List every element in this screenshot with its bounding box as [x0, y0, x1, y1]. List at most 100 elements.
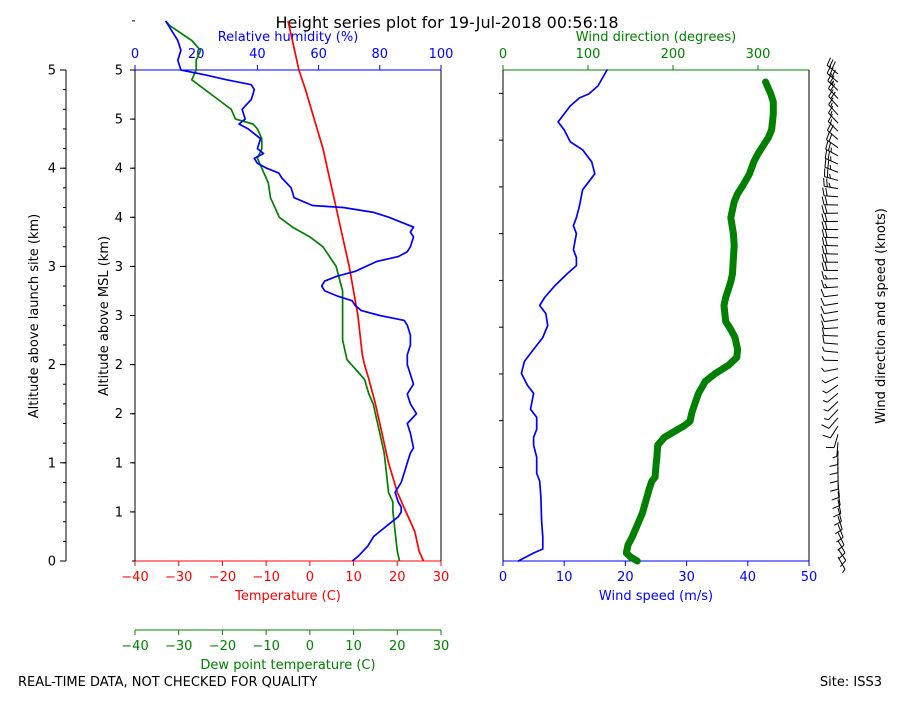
wind-barb-feather: [824, 410, 828, 412]
msl-tick-label: 5: [115, 113, 123, 128]
dewpoint-tick-label: −10: [252, 639, 279, 654]
wind-barb-feather: [822, 356, 824, 360]
quality-notice: REAL-TIME DATA, NOT CHECKED FOR QUALITY: [18, 675, 317, 690]
wind-barb-feather: [822, 347, 824, 351]
dewpoint-tick-label: 10: [345, 639, 362, 654]
wind-barb-staff: [829, 418, 838, 429]
msl-tick-label: 2: [115, 407, 123, 422]
wind-barb-feather: [822, 380, 826, 383]
direction-tick-label: 100: [576, 47, 601, 62]
wind-barbs: [821, 58, 846, 573]
wind-barb-staff: [825, 377, 838, 383]
direction-tick-label: 200: [661, 47, 686, 62]
wind-barb-staff: [825, 158, 838, 164]
site-axis-label: Altitude above launch site (km): [27, 214, 42, 418]
temperature-tick-label: −10: [252, 570, 279, 585]
wind-barb-feather: [821, 306, 824, 314]
wind-barb-feather: [830, 481, 838, 483]
wind-barb-feather: [822, 368, 825, 372]
site-label: Site: ISS3: [820, 675, 882, 690]
wind-barb-feather: [822, 246, 824, 254]
wind-barb-feather: [830, 119, 831, 123]
wind-barb-feather: [822, 214, 824, 222]
wind-barb-staff: [827, 393, 838, 402]
wind-barb-staff: [824, 369, 838, 372]
direction-tick-label: 0: [499, 47, 507, 62]
wind-barb-feather: [821, 298, 824, 306]
dewpoint-tick-label: 20: [389, 639, 406, 654]
wind-barb-feather: [822, 197, 824, 205]
msl-tick-label: 5: [115, 64, 123, 79]
wind-barb-staff: [828, 401, 838, 411]
wind-barb-feather: [825, 275, 827, 279]
wind-barb-feather: [826, 132, 829, 140]
temperature-tick-label: 20: [389, 570, 406, 585]
wind-barb-staff: [827, 130, 838, 139]
speed-tick-label: 50: [801, 570, 818, 585]
wind-barb-feather: [828, 160, 829, 168]
msl-tick-label: 4: [115, 211, 123, 226]
dewpoint-tick-label: −30: [165, 639, 192, 654]
wind-barb-feather: [826, 188, 827, 196]
temperature-tick-label: −40: [121, 570, 148, 585]
wind-barb-feather: [825, 205, 827, 213]
temperature-tick-label: −20: [209, 570, 236, 585]
wind-barb-feather: [823, 188, 824, 196]
wind-barb-feather: [822, 221, 824, 229]
wind-barb-feather: [832, 497, 840, 500]
msl-tick-label: 4: [115, 162, 123, 177]
wind-barb-feather: [825, 229, 827, 237]
wind-barb-feather: [822, 205, 824, 213]
wind-barb-feather: [829, 134, 832, 142]
wind-barb-feather: [825, 197, 827, 205]
wind-barb-staff: [830, 426, 838, 438]
wind-barb-feather: [827, 58, 830, 65]
temperature-tick-label: 30: [433, 570, 450, 585]
wind-speed-series: [518, 70, 607, 561]
humidity-tick-label: 80: [372, 47, 389, 62]
site-tick-label: 3: [48, 260, 56, 275]
msl-tick-label: 2: [115, 358, 123, 373]
site-tick-label: 1: [48, 456, 56, 471]
wind-barb-feather: [823, 335, 824, 343]
wind-barb-staff: [824, 311, 838, 313]
wind-barb-feather: [825, 214, 827, 222]
msl-tick-label: 1: [115, 505, 123, 520]
temperature-tick-label: −30: [165, 570, 192, 585]
wind-barb-feather: [831, 103, 833, 107]
temperature-tick-label: 0: [306, 570, 314, 585]
humidity-tick-label: 0: [131, 47, 139, 62]
humidity-axis-label: Relative humidity (%): [218, 30, 359, 45]
barbs-axis-label: Wind direction and speed (knots): [874, 208, 889, 424]
wind-barb-feather: [822, 229, 824, 237]
temperature-tick-label: 10: [345, 570, 362, 585]
site-tick-label: 4: [48, 162, 56, 177]
humidity-tick-label: 100: [429, 47, 454, 62]
dew-point-series: [166, 21, 400, 561]
site-tick-label: 0: [48, 555, 56, 570]
msl-tick-label: 3: [115, 260, 123, 275]
wind-barb-feather: [828, 143, 830, 151]
wind-barb-staff: [824, 295, 838, 297]
wind-barb-feather: [821, 289, 824, 297]
dewpoint-axis-label: Dew point temperature (C): [200, 658, 375, 673]
wind-barb-feather: [830, 489, 838, 491]
site-tick-label: 5: [48, 64, 56, 79]
wind-barb-staff: [826, 140, 838, 148]
wind-barb-staff: [824, 320, 838, 322]
wind-barb-feather: [825, 254, 827, 262]
wind-barb-feather: [822, 237, 824, 245]
wind-direction-series: [626, 82, 773, 561]
wind-barb-feather: [823, 391, 827, 393]
wind-barb-feather: [832, 62, 835, 69]
site-tick-label: 2: [48, 358, 56, 373]
wind-barb-feather: [830, 60, 833, 67]
wind-barb-feather: [826, 141, 828, 149]
wind-barb-feather: [822, 254, 824, 262]
speed-tick-label: 40: [740, 570, 757, 585]
wind-barb-feather: [843, 569, 845, 573]
temperature-axis-label: Temperature (C): [234, 589, 341, 604]
